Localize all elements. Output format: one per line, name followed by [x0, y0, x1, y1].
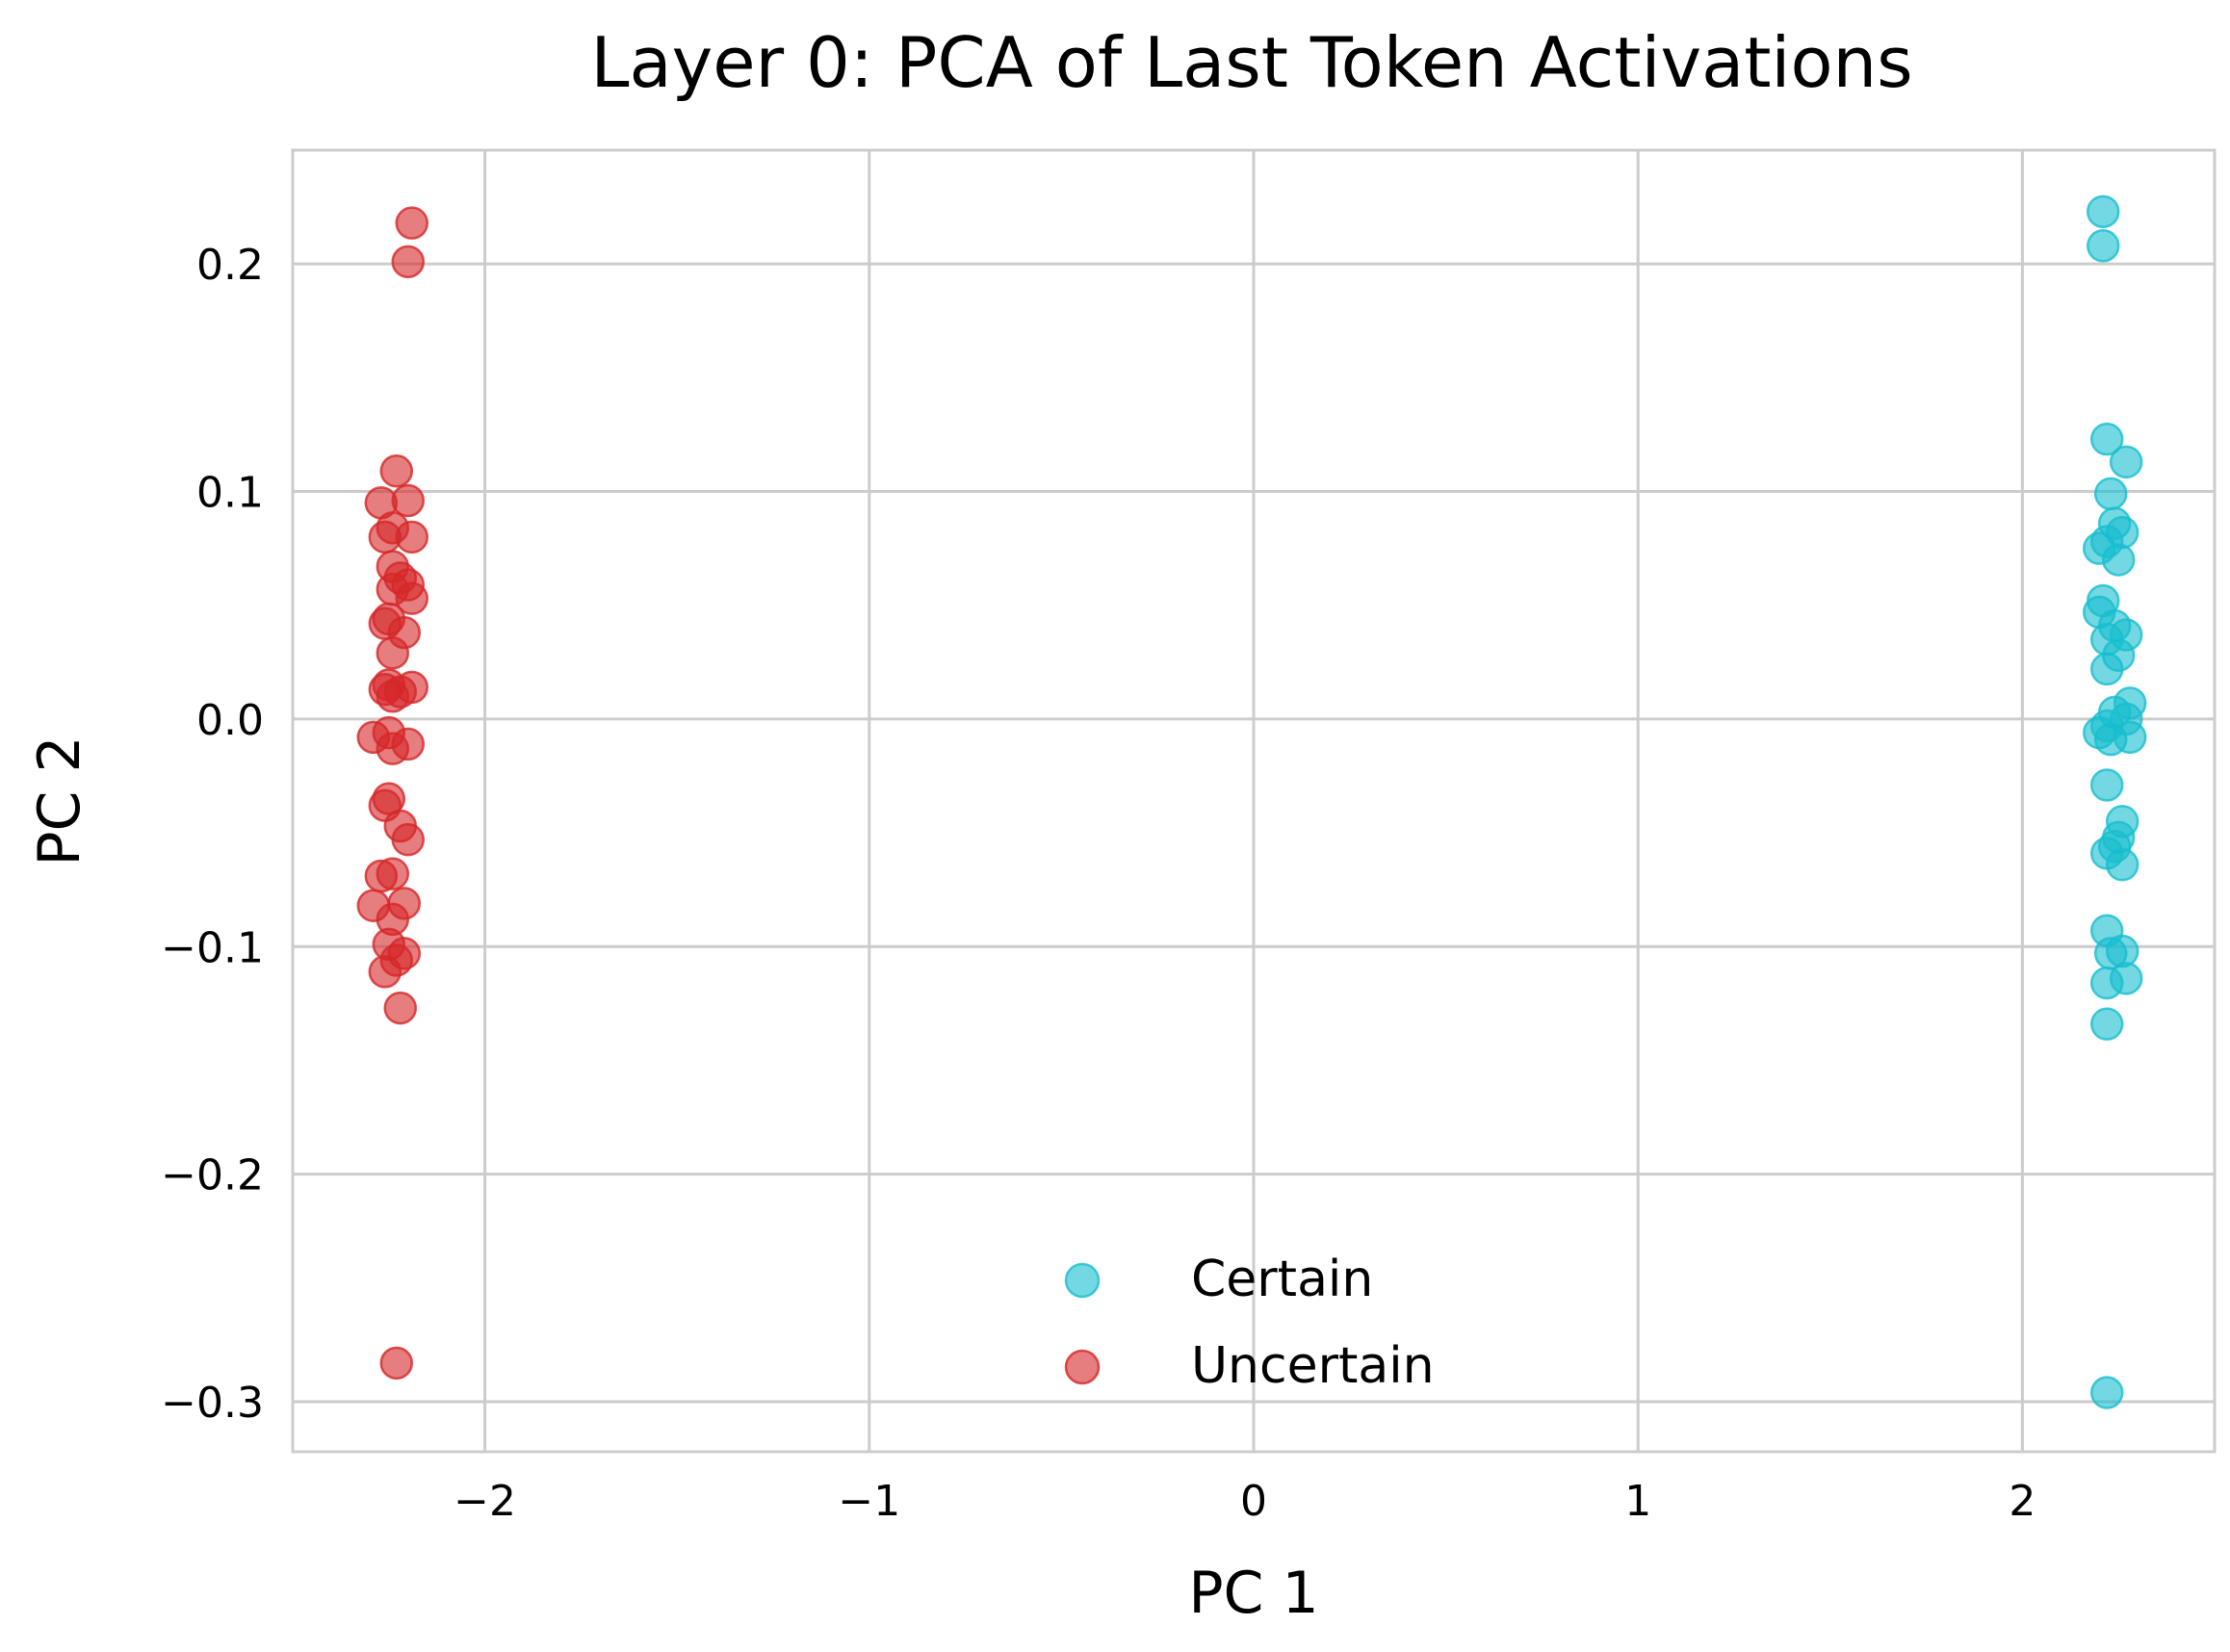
point-uncertain [368, 955, 402, 989]
point-certain [2105, 847, 2139, 882]
point-uncertain [391, 483, 426, 518]
point-certain [2086, 194, 2120, 229]
point-certain [2089, 1007, 2124, 1041]
point-uncertain [376, 857, 410, 891]
x-tick-labels: −2 −1 0 1 2 [454, 1477, 2036, 1526]
point-certain [2105, 934, 2139, 968]
x-tick-label: 1 [1624, 1477, 1651, 1526]
plot-frame [291, 148, 2217, 1454]
point-uncertain [395, 581, 429, 615]
x-tick-label: 2 [2009, 1477, 2036, 1526]
grid-lines [293, 150, 2215, 1452]
point-uncertain [376, 680, 410, 713]
x-tick-label: −1 [838, 1477, 900, 1526]
y-tick-label: 0.2 [196, 241, 264, 290]
x-tick-label: −2 [454, 1477, 516, 1526]
point-certain [2089, 768, 2124, 802]
point-certain [2089, 966, 2124, 1000]
legend-marker-uncertain [1064, 1349, 1101, 1385]
point-certain [2089, 1376, 2124, 1409]
y-tick-labels: 0.2 0.1 0.0 −0.1 −0.2 −0.3 [161, 241, 264, 1428]
point-certain [2109, 445, 2143, 479]
y-tick-label: −0.3 [161, 1379, 264, 1428]
point-certain [2093, 477, 2128, 511]
x-tick-label: 0 [1240, 1477, 1267, 1526]
point-certain [2086, 229, 2120, 263]
point-certain [2113, 720, 2147, 755]
point-uncertain [391, 822, 426, 857]
legend-label-certain: Certain [1191, 1251, 1373, 1308]
data-points [356, 194, 2147, 1409]
point-certain [2089, 422, 2124, 456]
point-uncertain [383, 991, 418, 1025]
legend-marker-certain [1064, 1262, 1101, 1299]
y-tick-label: −0.1 [161, 923, 264, 972]
legend: Certain Uncertain [1064, 1251, 1435, 1395]
legend-label-uncertain: Uncertain [1191, 1337, 1435, 1395]
point-uncertain [395, 520, 429, 555]
chart-title: Layer 0: PCA of Last Token Activations [590, 22, 1912, 103]
y-axis-label: PC 2 [26, 736, 93, 865]
x-axis-label: PC 1 [1188, 1560, 1318, 1627]
point-uncertain [391, 245, 426, 279]
point-uncertain [395, 206, 429, 240]
y-tick-label: −0.2 [161, 1151, 264, 1200]
y-tick-label: 0.0 [196, 696, 264, 745]
point-certain [2101, 543, 2136, 577]
point-uncertain [376, 636, 410, 670]
point-certain [2089, 652, 2124, 686]
point-uncertain [379, 1346, 414, 1381]
point-uncertain [376, 732, 410, 765]
point-uncertain [379, 454, 414, 488]
y-tick-label: 0.1 [196, 469, 264, 518]
